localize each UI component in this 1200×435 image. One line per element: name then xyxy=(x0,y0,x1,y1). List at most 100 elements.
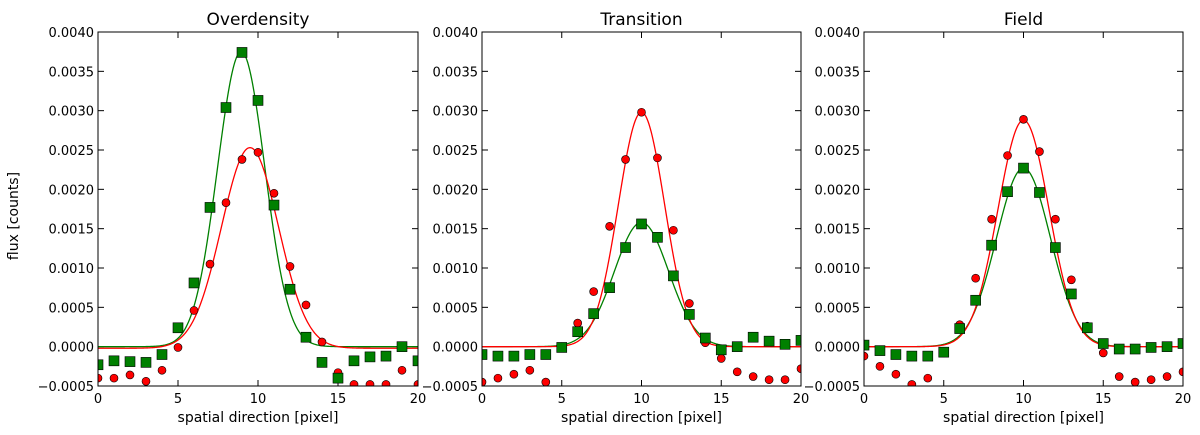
data-point-green xyxy=(252,95,264,106)
x-tick-label: 5 xyxy=(174,392,182,407)
data-point-green xyxy=(268,199,280,211)
data-point-green xyxy=(699,332,711,344)
data-point-green xyxy=(731,341,743,352)
x-tick-label: 20 xyxy=(410,392,427,407)
panel-1: Overdensity 0 5 10 15 20 −0.0005 0.0000 0.0005 0.… xyxy=(38,10,427,426)
data-point-red xyxy=(1146,375,1156,385)
data-point-green xyxy=(140,357,152,368)
data-point-red xyxy=(864,351,869,361)
y-tick-label: 0.0030 xyxy=(433,105,479,120)
y-tick-label: 0.0025 xyxy=(433,144,479,159)
data-point-green xyxy=(540,349,552,360)
data-point-red xyxy=(605,222,614,231)
data-point-red xyxy=(764,375,774,385)
y-tick-label: 0.0020 xyxy=(815,183,861,198)
axes-frame xyxy=(97,31,419,387)
data-point-red xyxy=(109,373,119,383)
data-point-green xyxy=(204,202,216,213)
data-point-red xyxy=(509,369,519,379)
x-tick-label: 15 xyxy=(330,392,347,407)
y-tick-label: 0.0010 xyxy=(433,262,479,277)
y-tick-label: 0.0000 xyxy=(815,341,861,356)
y-tick-label: 0.0035 xyxy=(815,65,861,80)
fit-curve-green xyxy=(864,167,1183,348)
data-point-red xyxy=(1114,372,1124,381)
x-tick-label: 5 xyxy=(558,392,566,407)
y-tick-label: −0.0005 xyxy=(38,380,94,395)
data-point-red xyxy=(780,375,790,385)
data-point-red xyxy=(189,306,199,315)
data-point-green xyxy=(172,322,184,334)
fit-curve-red xyxy=(864,119,1183,348)
data-point-red xyxy=(98,373,103,383)
plot-area xyxy=(482,107,801,386)
data-point-red xyxy=(221,198,231,208)
y-tick-label: 0.0040 xyxy=(49,26,95,41)
data-point-green xyxy=(604,282,615,293)
x-tick-label: 0 xyxy=(94,392,102,407)
data-point-green xyxy=(684,309,695,320)
data-point-red xyxy=(301,300,311,310)
data-point-green xyxy=(524,349,536,360)
data-point-red xyxy=(253,148,263,157)
y-tick-label: 0.0005 xyxy=(49,301,95,316)
x-axis-label: spatial direction [pixel] xyxy=(178,410,339,426)
data-point-green xyxy=(938,346,950,358)
fit-curve-green xyxy=(482,221,801,348)
data-point-green xyxy=(1034,187,1045,198)
plot-area xyxy=(98,47,418,386)
y-tick-label: 0.0000 xyxy=(433,341,479,356)
data-point-red xyxy=(269,188,279,198)
y-tick-label: 0.0010 xyxy=(49,262,95,277)
y-tick-label: 0.0015 xyxy=(433,223,479,238)
data-point-green xyxy=(1097,338,1109,349)
data-point-green xyxy=(348,355,360,367)
data-point-green xyxy=(970,294,981,306)
data-point-green xyxy=(236,47,248,58)
y-tick-label: 0.0040 xyxy=(815,26,861,41)
data-point-green xyxy=(316,357,328,368)
data-point-red xyxy=(125,370,135,380)
y-tick-label: 0.0015 xyxy=(49,223,95,238)
y-tick-label: 0.0030 xyxy=(49,105,95,120)
data-point-green xyxy=(1129,343,1141,355)
y-axis-label: flux [counts] xyxy=(6,172,22,260)
data-point-green xyxy=(482,349,488,360)
y-tick-label: 0.0010 xyxy=(815,262,861,277)
data-point-green xyxy=(572,326,584,338)
data-point-red xyxy=(413,380,418,386)
data-point-red xyxy=(482,377,487,386)
data-point-green xyxy=(412,355,418,367)
data-point-green xyxy=(1113,343,1125,355)
data-point-red xyxy=(365,380,375,386)
data-point-red xyxy=(573,318,583,328)
axes-frame xyxy=(481,31,802,387)
data-point-red xyxy=(1098,348,1108,358)
data-point-red xyxy=(637,107,646,117)
fit-curve-red xyxy=(482,111,801,348)
data-point-green xyxy=(1066,288,1077,300)
data-point-green xyxy=(620,242,631,253)
data-point-green xyxy=(715,344,727,356)
data-point-red xyxy=(1130,377,1140,386)
data-point-red xyxy=(1003,151,1012,160)
y-tick-label: −0.0005 xyxy=(804,380,860,395)
data-point-green xyxy=(588,308,599,319)
data-point-green xyxy=(156,349,168,360)
data-point-red xyxy=(493,373,503,383)
data-point-red xyxy=(397,365,407,375)
x-tick-label: 0 xyxy=(478,392,486,407)
data-point-green xyxy=(108,355,120,367)
y-tick-label: 0.0005 xyxy=(433,301,479,316)
data-point-red xyxy=(1178,367,1183,377)
data-point-red xyxy=(589,287,598,296)
data-point-red xyxy=(141,376,151,386)
data-point-red xyxy=(923,373,933,383)
panel-3: Field 0 5 10 15 20 −0.0005 0.0000 0.0005 0.0010 0.… xyxy=(804,10,1192,426)
data-point-green xyxy=(864,339,870,351)
data-point-red xyxy=(685,299,694,308)
fit-curve-green xyxy=(98,51,418,348)
data-point-red xyxy=(653,153,662,163)
data-point-green xyxy=(747,331,759,343)
